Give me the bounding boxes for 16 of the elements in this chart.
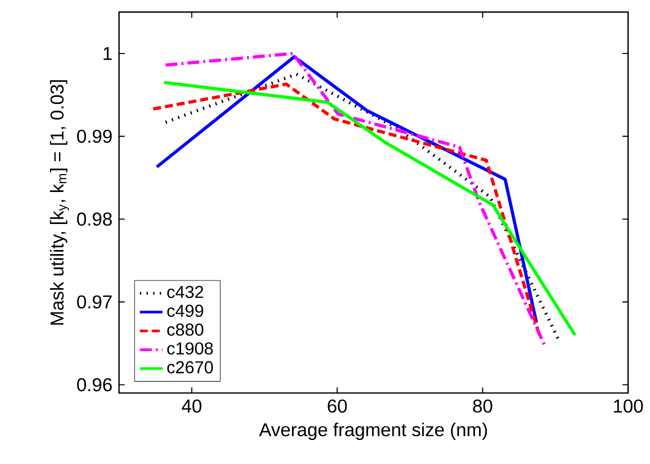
y-tick-label: 1 bbox=[104, 47, 112, 60]
y-tick-label: 0.98 bbox=[77, 212, 112, 226]
x-tick-label: 40 bbox=[182, 399, 202, 413]
legend-label: c432 bbox=[167, 286, 204, 298]
x-tick-label: 60 bbox=[328, 399, 347, 413]
legend-label: c880 bbox=[167, 323, 204, 336]
legend-label: c499 bbox=[167, 304, 204, 317]
y-tick-label: 0.96 bbox=[77, 378, 112, 392]
x-tick-label: 100 bbox=[614, 399, 643, 413]
legend-label: c2670 bbox=[167, 361, 213, 374]
y-tick-label: 0.99 bbox=[77, 130, 112, 143]
x-tick-label: 80 bbox=[473, 399, 492, 413]
y-tick-label: 0.97 bbox=[77, 295, 112, 308]
legend-label: c1908 bbox=[167, 342, 213, 355]
x-axis-title: Average fragment size (nm) bbox=[259, 422, 487, 440]
y-axis-title: Mask utility, [k$_{y}$, k$_{m}$] = [1, 0.03] bbox=[50, 80, 70, 325]
